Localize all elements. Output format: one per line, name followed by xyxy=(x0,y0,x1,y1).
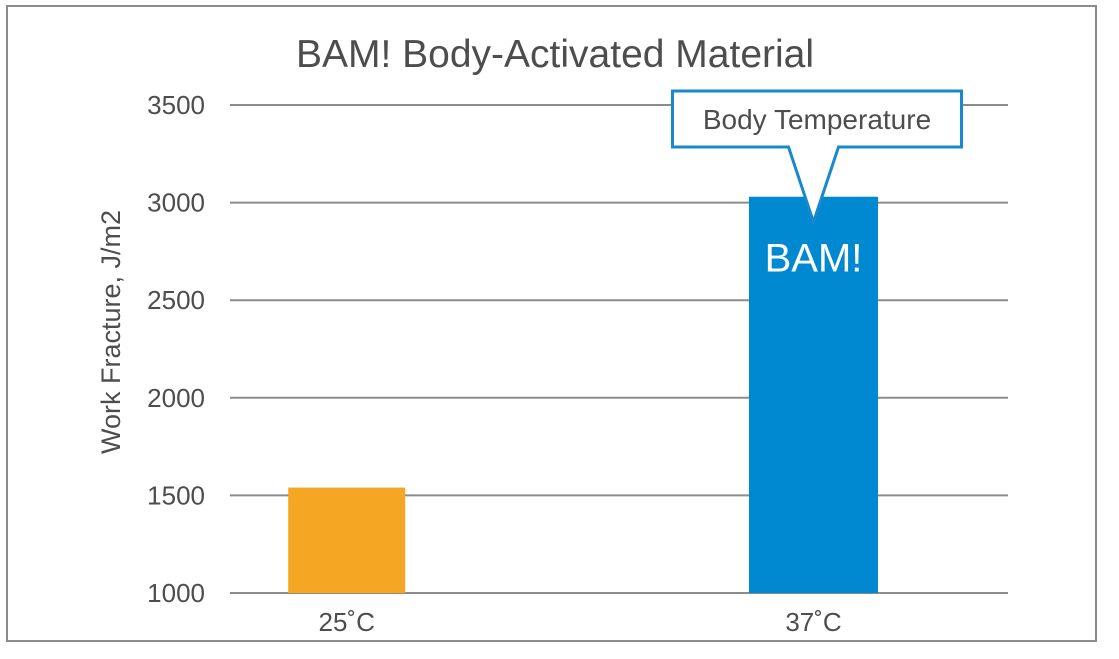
y-tick-label: 3000 xyxy=(147,188,205,218)
y-tick-labels: 1000 1500 2000 2500 3000 3500 xyxy=(147,90,205,608)
x-tick-label: 37˚C xyxy=(785,607,841,637)
y-tick-label: 1500 xyxy=(147,480,205,510)
callout-text: Body Temperature xyxy=(703,104,931,135)
callout-annotation: Body Temperature xyxy=(671,89,963,227)
bar xyxy=(288,487,406,593)
y-tick-label: 1000 xyxy=(147,578,205,608)
x-tick-labels: 25˚C 37˚C xyxy=(319,607,842,637)
chart-title: BAM! Body-Activated Material xyxy=(296,33,814,76)
y-axis-label: Work Fracture, J/m2 xyxy=(96,210,126,454)
bars xyxy=(288,196,878,593)
y-tick-label: 3500 xyxy=(147,90,205,120)
bar xyxy=(749,196,878,593)
bar-data-label: BAM! xyxy=(765,237,863,281)
y-tick-label: 2000 xyxy=(147,383,205,413)
callout-box xyxy=(671,89,963,227)
x-tick-label: 25˚C xyxy=(319,607,375,637)
y-tick-label: 2500 xyxy=(147,285,205,315)
bar-labels: BAM! xyxy=(765,237,863,281)
